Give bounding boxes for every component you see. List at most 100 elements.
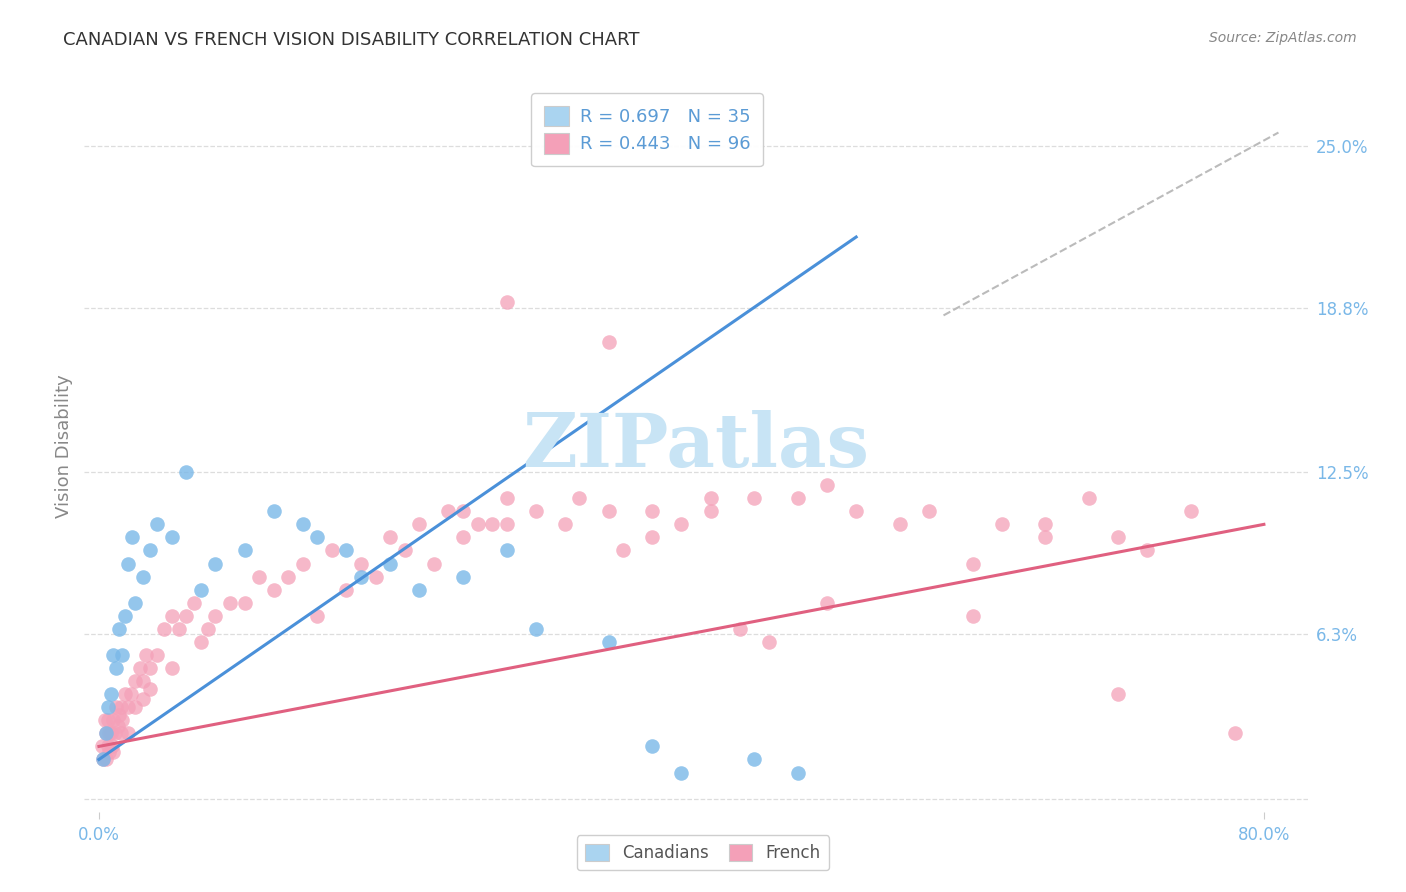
Point: [117, 726, 139, 740]
Point: [787, 491, 810, 506]
Point: [495, 543, 517, 558]
Point: [197, 622, 219, 636]
Y-axis label: Vision Disability: Vision Disability: [55, 374, 73, 518]
Point: [108, 708, 131, 723]
Point: [524, 622, 547, 636]
Point: [233, 596, 256, 610]
Point: [918, 504, 941, 518]
Point: [124, 596, 146, 610]
Point: [451, 530, 474, 544]
Point: [671, 765, 693, 780]
Point: [380, 530, 402, 544]
Point: [699, 504, 721, 518]
Point: [124, 674, 146, 689]
Point: [962, 557, 984, 571]
Point: [1035, 530, 1057, 544]
Point: [131, 569, 153, 583]
Point: [1136, 543, 1159, 558]
Point: [146, 648, 169, 662]
Point: [671, 517, 693, 532]
Point: [93, 714, 115, 728]
Point: [1107, 687, 1129, 701]
Point: [495, 491, 517, 506]
Point: [131, 674, 153, 689]
Point: [190, 582, 212, 597]
Point: [91, 752, 114, 766]
Point: [96, 752, 118, 766]
Point: [131, 692, 153, 706]
Point: [146, 517, 169, 532]
Point: [233, 543, 256, 558]
Legend: Canadians, French: Canadians, French: [576, 836, 830, 871]
Point: [554, 517, 576, 532]
Point: [495, 295, 517, 310]
Point: [105, 661, 128, 675]
Point: [139, 661, 162, 675]
Point: [111, 714, 134, 728]
Point: [174, 465, 197, 479]
Point: [1035, 517, 1057, 532]
Point: [467, 517, 489, 532]
Point: [408, 582, 430, 597]
Point: [364, 569, 387, 583]
Point: [135, 648, 157, 662]
Point: [139, 543, 162, 558]
Point: [758, 635, 780, 649]
Point: [335, 582, 357, 597]
Point: [98, 726, 121, 740]
Point: [291, 557, 314, 571]
Legend: R = 0.697   N = 35, R = 0.443   N = 96: R = 0.697 N = 35, R = 0.443 N = 96: [531, 93, 763, 166]
Point: [100, 726, 122, 740]
Point: [815, 478, 838, 492]
Point: [1180, 504, 1202, 518]
Point: [110, 726, 132, 740]
Point: [728, 622, 751, 636]
Point: [641, 739, 664, 754]
Point: [1107, 530, 1129, 544]
Point: [103, 745, 125, 759]
Point: [153, 622, 176, 636]
Point: [204, 608, 226, 623]
Point: [335, 543, 357, 558]
Point: [167, 622, 190, 636]
Point: [641, 530, 664, 544]
Text: ZIPatlas: ZIPatlas: [523, 409, 869, 483]
Point: [307, 530, 329, 544]
Point: [128, 661, 150, 675]
Point: [380, 557, 402, 571]
Point: [1078, 491, 1101, 506]
Point: [699, 491, 721, 506]
Point: [183, 596, 205, 610]
Point: [612, 543, 634, 558]
Point: [96, 726, 118, 740]
Point: [568, 491, 591, 506]
Point: [160, 661, 183, 675]
Point: [105, 700, 128, 714]
Point: [103, 714, 125, 728]
Text: CANADIAN VS FRENCH VISION DISABILITY CORRELATION CHART: CANADIAN VS FRENCH VISION DISABILITY COR…: [63, 31, 640, 49]
Point: [117, 557, 139, 571]
Point: [451, 569, 474, 583]
Point: [408, 517, 430, 532]
Point: [110, 700, 132, 714]
Point: [598, 334, 620, 349]
Point: [350, 557, 373, 571]
Point: [114, 608, 136, 623]
Point: [91, 752, 114, 766]
Point: [97, 714, 120, 728]
Point: [742, 491, 765, 506]
Point: [97, 739, 120, 754]
Text: Source: ZipAtlas.com: Source: ZipAtlas.com: [1209, 31, 1357, 45]
Point: [1223, 726, 1246, 740]
Point: [97, 700, 120, 714]
Point: [598, 504, 620, 518]
Point: [90, 739, 112, 754]
Point: [451, 504, 474, 518]
Point: [321, 543, 343, 558]
Point: [247, 569, 270, 583]
Point: [495, 517, 517, 532]
Point: [108, 622, 131, 636]
Point: [350, 569, 373, 583]
Point: [263, 582, 285, 597]
Point: [277, 569, 299, 583]
